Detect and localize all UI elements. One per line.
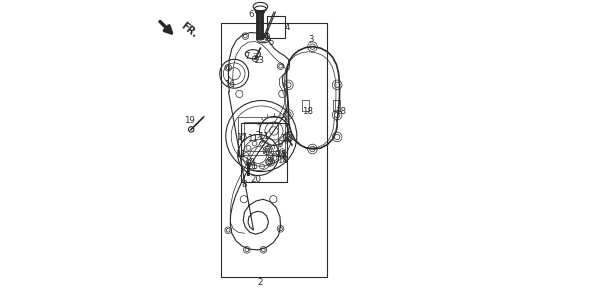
Bar [301, 100, 309, 111]
Bar [238, 117, 285, 155]
Text: 11: 11 [235, 150, 246, 159]
Bar [333, 100, 340, 111]
Text: 18: 18 [301, 107, 313, 116]
Text: 16: 16 [224, 80, 235, 89]
Text: 18: 18 [335, 107, 346, 116]
Text: 2: 2 [258, 278, 263, 287]
Text: 10: 10 [244, 158, 255, 167]
Text: 21: 21 [247, 162, 258, 171]
Text: 4: 4 [285, 23, 290, 32]
Text: 13: 13 [253, 56, 264, 65]
Text: 19: 19 [183, 116, 195, 125]
Text: 9: 9 [278, 140, 283, 149]
Text: 14: 14 [277, 156, 289, 165]
Bar [241, 123, 287, 182]
Text: 5: 5 [269, 38, 274, 47]
Text: 11: 11 [247, 134, 258, 143]
Text: 17: 17 [236, 133, 247, 142]
Bar [267, 16, 285, 38]
Bar [244, 122, 278, 150]
Text: 8: 8 [241, 180, 247, 189]
Text: 12: 12 [280, 134, 291, 143]
Text: FR.: FR. [179, 21, 199, 39]
Text: 20: 20 [250, 175, 261, 185]
Text: 3: 3 [309, 35, 314, 44]
Text: 15: 15 [276, 150, 287, 159]
Text: 7: 7 [244, 52, 250, 61]
Text: 6: 6 [248, 10, 254, 19]
Bar [221, 23, 327, 277]
Text: 9: 9 [267, 157, 272, 166]
Text: 9: 9 [274, 150, 280, 159]
Text: 11: 11 [258, 132, 269, 141]
